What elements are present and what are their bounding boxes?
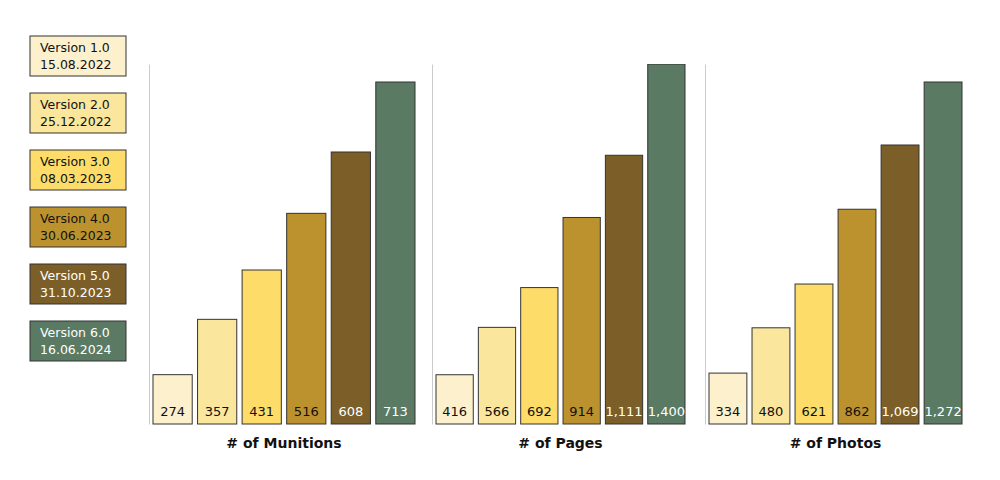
data-label: 566 xyxy=(485,404,510,419)
bar xyxy=(478,327,515,424)
legend-item: Version 6.0 16.06.2024 xyxy=(30,321,126,361)
data-label: 692 xyxy=(527,404,552,419)
legend-swatch xyxy=(30,150,126,190)
bar xyxy=(436,375,473,424)
legend-date: 08.03.2023 xyxy=(40,171,112,186)
bar xyxy=(376,82,415,424)
data-label: 914 xyxy=(569,404,594,419)
x-axis-title: # of Photos xyxy=(790,435,882,451)
bar xyxy=(752,328,790,424)
data-label: 480 xyxy=(759,404,784,419)
bar-chart: 274 357 431 516 608 713 # of Munitions xyxy=(150,65,416,452)
data-labels: 416 566 692 914 1,111 1,400 xyxy=(442,404,685,419)
data-label: 416 xyxy=(442,404,467,419)
legend-date: 15.08.2022 xyxy=(40,57,112,72)
axis-line xyxy=(149,65,150,425)
bar xyxy=(331,152,370,424)
legend-item: Version 4.0 30.06.2023 xyxy=(30,207,126,247)
legend-label: Version 2.0 xyxy=(40,97,110,112)
bar xyxy=(198,319,237,424)
bars xyxy=(153,82,415,424)
data-label: 334 xyxy=(716,404,741,419)
data-label: 516 xyxy=(294,404,319,419)
x-axis-title: # of Munitions xyxy=(226,435,341,451)
legend: Version 1.0 15.08.2022 Version 2.0 25.12.20… xyxy=(30,36,126,361)
bar xyxy=(838,209,876,424)
legend-date: 16.06.2024 xyxy=(40,342,112,357)
data-label: 1,272 xyxy=(924,404,961,419)
legend-swatch xyxy=(30,207,126,247)
y-axis xyxy=(149,65,150,425)
data-label: 862 xyxy=(845,404,870,419)
data-label: 1,069 xyxy=(881,404,918,419)
legend-date: 31.10.2023 xyxy=(40,285,112,300)
legend-swatch xyxy=(30,321,126,361)
legend-swatch xyxy=(30,36,126,76)
data-label: 357 xyxy=(205,404,230,419)
bars xyxy=(709,82,962,424)
data-label: 713 xyxy=(383,404,408,419)
bar xyxy=(242,270,281,424)
bar xyxy=(605,155,642,424)
data-label: 608 xyxy=(338,404,363,419)
y-axis xyxy=(432,65,433,425)
data-label: 621 xyxy=(802,404,827,419)
bar xyxy=(924,82,962,424)
bars xyxy=(436,64,685,424)
data-label: 1,111 xyxy=(605,404,642,419)
data-labels: 334 480 621 862 1,069 1,272 xyxy=(716,404,962,419)
axis-line xyxy=(705,65,706,425)
bar xyxy=(709,373,747,424)
bar xyxy=(153,375,192,424)
x-axis-title: # of Pages xyxy=(518,435,602,451)
legend-label: Version 6.0 xyxy=(40,325,110,340)
bar xyxy=(881,145,919,424)
bar xyxy=(521,288,558,424)
legend-label: Version 4.0 xyxy=(40,211,110,226)
bar xyxy=(287,213,326,424)
data-label: 274 xyxy=(160,404,185,419)
legend-label: Version 3.0 xyxy=(40,154,110,169)
legend-date: 30.06.2023 xyxy=(40,228,112,243)
legend-item: Version 2.0 25.12.2022 xyxy=(30,93,126,133)
legend-label: Version 5.0 xyxy=(40,268,110,283)
data-label: 1,400 xyxy=(648,404,685,419)
legend-item: Version 5.0 31.10.2023 xyxy=(30,264,126,304)
bar xyxy=(648,64,685,424)
bar xyxy=(795,284,833,424)
legend-label: Version 1.0 xyxy=(40,40,110,55)
legend-swatch xyxy=(30,93,126,133)
legend-item: Version 3.0 08.03.2023 xyxy=(30,150,126,190)
legend-item: Version 1.0 15.08.2022 xyxy=(30,36,126,76)
bar-chart: 416 566 692 914 1,111 1,400 # of Pages xyxy=(433,64,686,451)
data-label: 431 xyxy=(249,404,274,419)
chart: Version 1.0 15.08.2022 Version 2.0 25.12.20… xyxy=(0,0,1000,480)
bar xyxy=(563,217,600,424)
bar-chart: 334 480 621 862 1,069 1,272 # of Photos xyxy=(706,65,963,452)
axis-line xyxy=(432,65,433,425)
data-labels: 274 357 431 516 608 713 xyxy=(160,404,408,419)
y-axis xyxy=(705,65,706,425)
legend-swatch xyxy=(30,264,126,304)
legend-date: 25.12.2022 xyxy=(40,114,112,129)
